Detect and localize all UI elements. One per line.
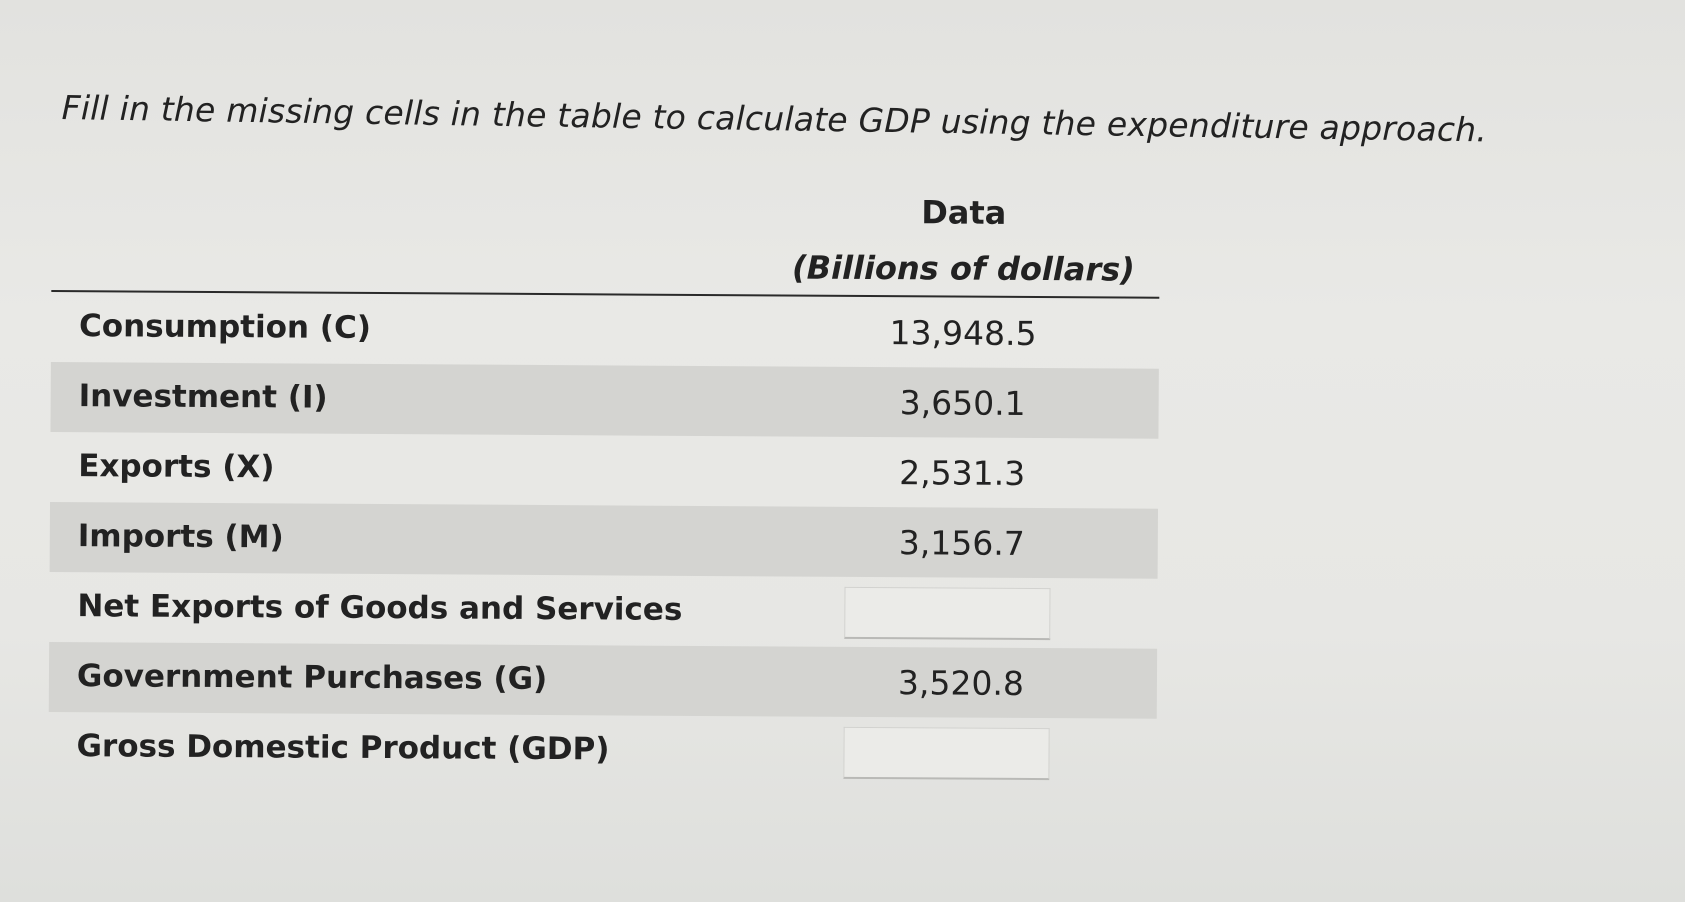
row-value: 3,520.8 <box>897 663 1025 703</box>
gdp-table: Data (Billions of dollars) Consumption (… <box>48 180 1160 789</box>
row-value: 2,531.3 <box>899 453 1026 493</box>
header-units: (Billions of dollars) <box>791 248 1135 289</box>
table-row-government-purchases: Government Purchases (G) 3,520.8 <box>48 641 1158 719</box>
row-label: Consumption (C) <box>78 308 372 346</box>
row-label: Imports (M) <box>77 518 284 556</box>
table-row-exports: Exports (X) 2,531.3 <box>50 432 1158 509</box>
table-header: Data (Billions of dollars) <box>51 180 1160 299</box>
table-row-gdp: Gross Domestic Product (GDP) <box>48 712 1156 789</box>
row-label: Investment (I) <box>78 378 328 416</box>
row-label: Government Purchases (G) <box>76 658 548 698</box>
table-row-investment: Investment (I) 3,650.1 <box>50 361 1159 439</box>
header-title: Data <box>921 193 1007 232</box>
row-label: Gross Domestic Product (GDP) <box>76 728 610 768</box>
row-label: Net Exports of Goods and Services <box>77 588 683 628</box>
data-column-header: Data (Billions of dollars) <box>772 184 1156 288</box>
instructions-text: Fill in the missing cells in the table t… <box>61 88 1488 150</box>
net-exports-input[interactable] <box>844 586 1051 641</box>
table-row-imports: Imports (M) 3,156.7 <box>49 501 1159 579</box>
table-row-consumption: Consumption (C) 13,948.5 <box>51 292 1159 369</box>
gdp-input[interactable] <box>843 726 1050 781</box>
row-value: 3,156.7 <box>898 523 1025 563</box>
row-label: Exports (X) <box>78 448 275 486</box>
row-value: 3,650.1 <box>899 383 1026 423</box>
row-value: 13,948.5 <box>889 313 1037 354</box>
table-row-net-exports: Net Exports of Goods and Services <box>49 572 1157 649</box>
